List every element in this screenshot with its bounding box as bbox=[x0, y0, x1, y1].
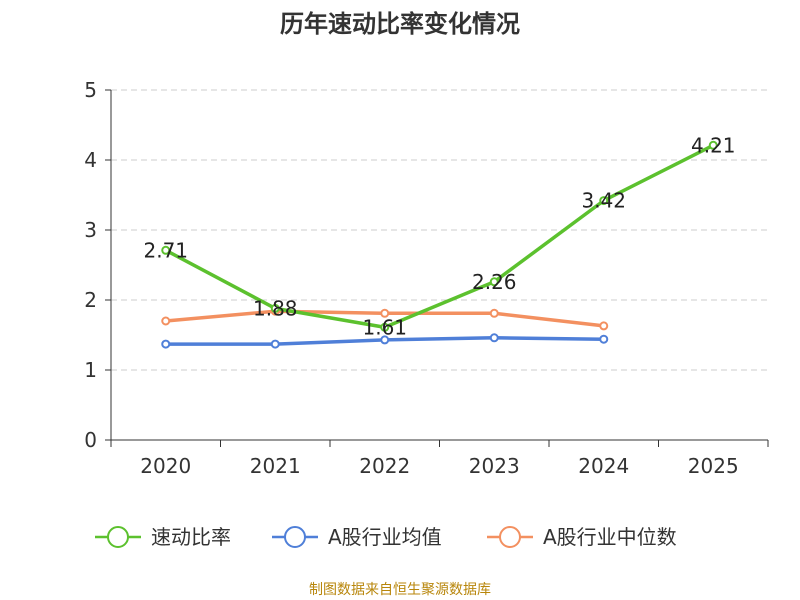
data-point bbox=[161, 339, 171, 349]
data-label: 1.61 bbox=[362, 315, 407, 339]
source-note: 制图数据来自恒生聚源数据库 bbox=[309, 582, 491, 598]
data-point bbox=[270, 339, 280, 349]
series-lines bbox=[164, 143, 715, 346]
y-tick-label: 0 bbox=[84, 428, 97, 452]
data-point bbox=[380, 322, 390, 332]
y-tick-label: 4 bbox=[84, 148, 97, 172]
data-label: 3.42 bbox=[581, 189, 626, 213]
data-point bbox=[380, 335, 390, 345]
legend-marker bbox=[107, 526, 129, 548]
data-point bbox=[161, 245, 171, 255]
y-tick-label: 5 bbox=[84, 78, 97, 102]
data-point bbox=[270, 303, 280, 313]
data-label: 1.88 bbox=[253, 296, 298, 320]
legend-marker bbox=[284, 526, 306, 548]
data-point bbox=[599, 334, 609, 344]
data-point bbox=[489, 308, 499, 318]
y-tick-label: 3 bbox=[84, 218, 97, 242]
legend-marker bbox=[499, 526, 521, 548]
series-line-0 bbox=[164, 143, 715, 330]
data-point bbox=[380, 308, 390, 318]
data-point bbox=[708, 140, 718, 150]
gridlines bbox=[111, 89, 768, 371]
data-point bbox=[161, 316, 171, 326]
axes bbox=[105, 89, 769, 447]
legend-label: A股行业中位数 bbox=[543, 525, 677, 549]
data-label: 2.26 bbox=[472, 270, 517, 294]
y-tick-label: 1 bbox=[84, 358, 97, 382]
data-point bbox=[489, 277, 499, 287]
legend-item-2[interactable]: A股行业中位数 bbox=[487, 525, 677, 549]
data-labels: 2.71 1.88 1.61 2.26 3.42 4.21 bbox=[143, 133, 735, 339]
legend[interactable]: 速动比率 A股行业均值 A股行业中位数 bbox=[95, 525, 677, 549]
data-point bbox=[489, 333, 499, 343]
data-point bbox=[599, 196, 609, 206]
x-tick-label: 2024 bbox=[578, 454, 629, 478]
legend-item-1[interactable]: A股行业均值 bbox=[272, 525, 442, 549]
legend-item-0[interactable]: 速动比率 bbox=[95, 525, 231, 549]
x-tick-label: 2022 bbox=[359, 454, 410, 478]
y-tick-label: 2 bbox=[84, 288, 97, 312]
legend-label: A股行业均值 bbox=[328, 525, 442, 549]
legend-label: 速动比率 bbox=[151, 525, 231, 549]
x-tick-label: 2023 bbox=[469, 454, 520, 478]
data-label: 4.21 bbox=[691, 133, 736, 157]
chart-title: 历年速动比率变化情况 bbox=[280, 10, 520, 38]
x-tick-label: 2021 bbox=[250, 454, 301, 478]
data-points bbox=[161, 140, 718, 349]
x-tick-label: 2025 bbox=[688, 454, 739, 478]
data-label: 2.71 bbox=[143, 238, 188, 262]
tick-labels: 0 1 2 3 4 5 2020 2021 2022 2023 2024 2025 bbox=[84, 78, 738, 478]
x-tick-label: 2020 bbox=[140, 454, 191, 478]
data-point bbox=[599, 321, 609, 331]
